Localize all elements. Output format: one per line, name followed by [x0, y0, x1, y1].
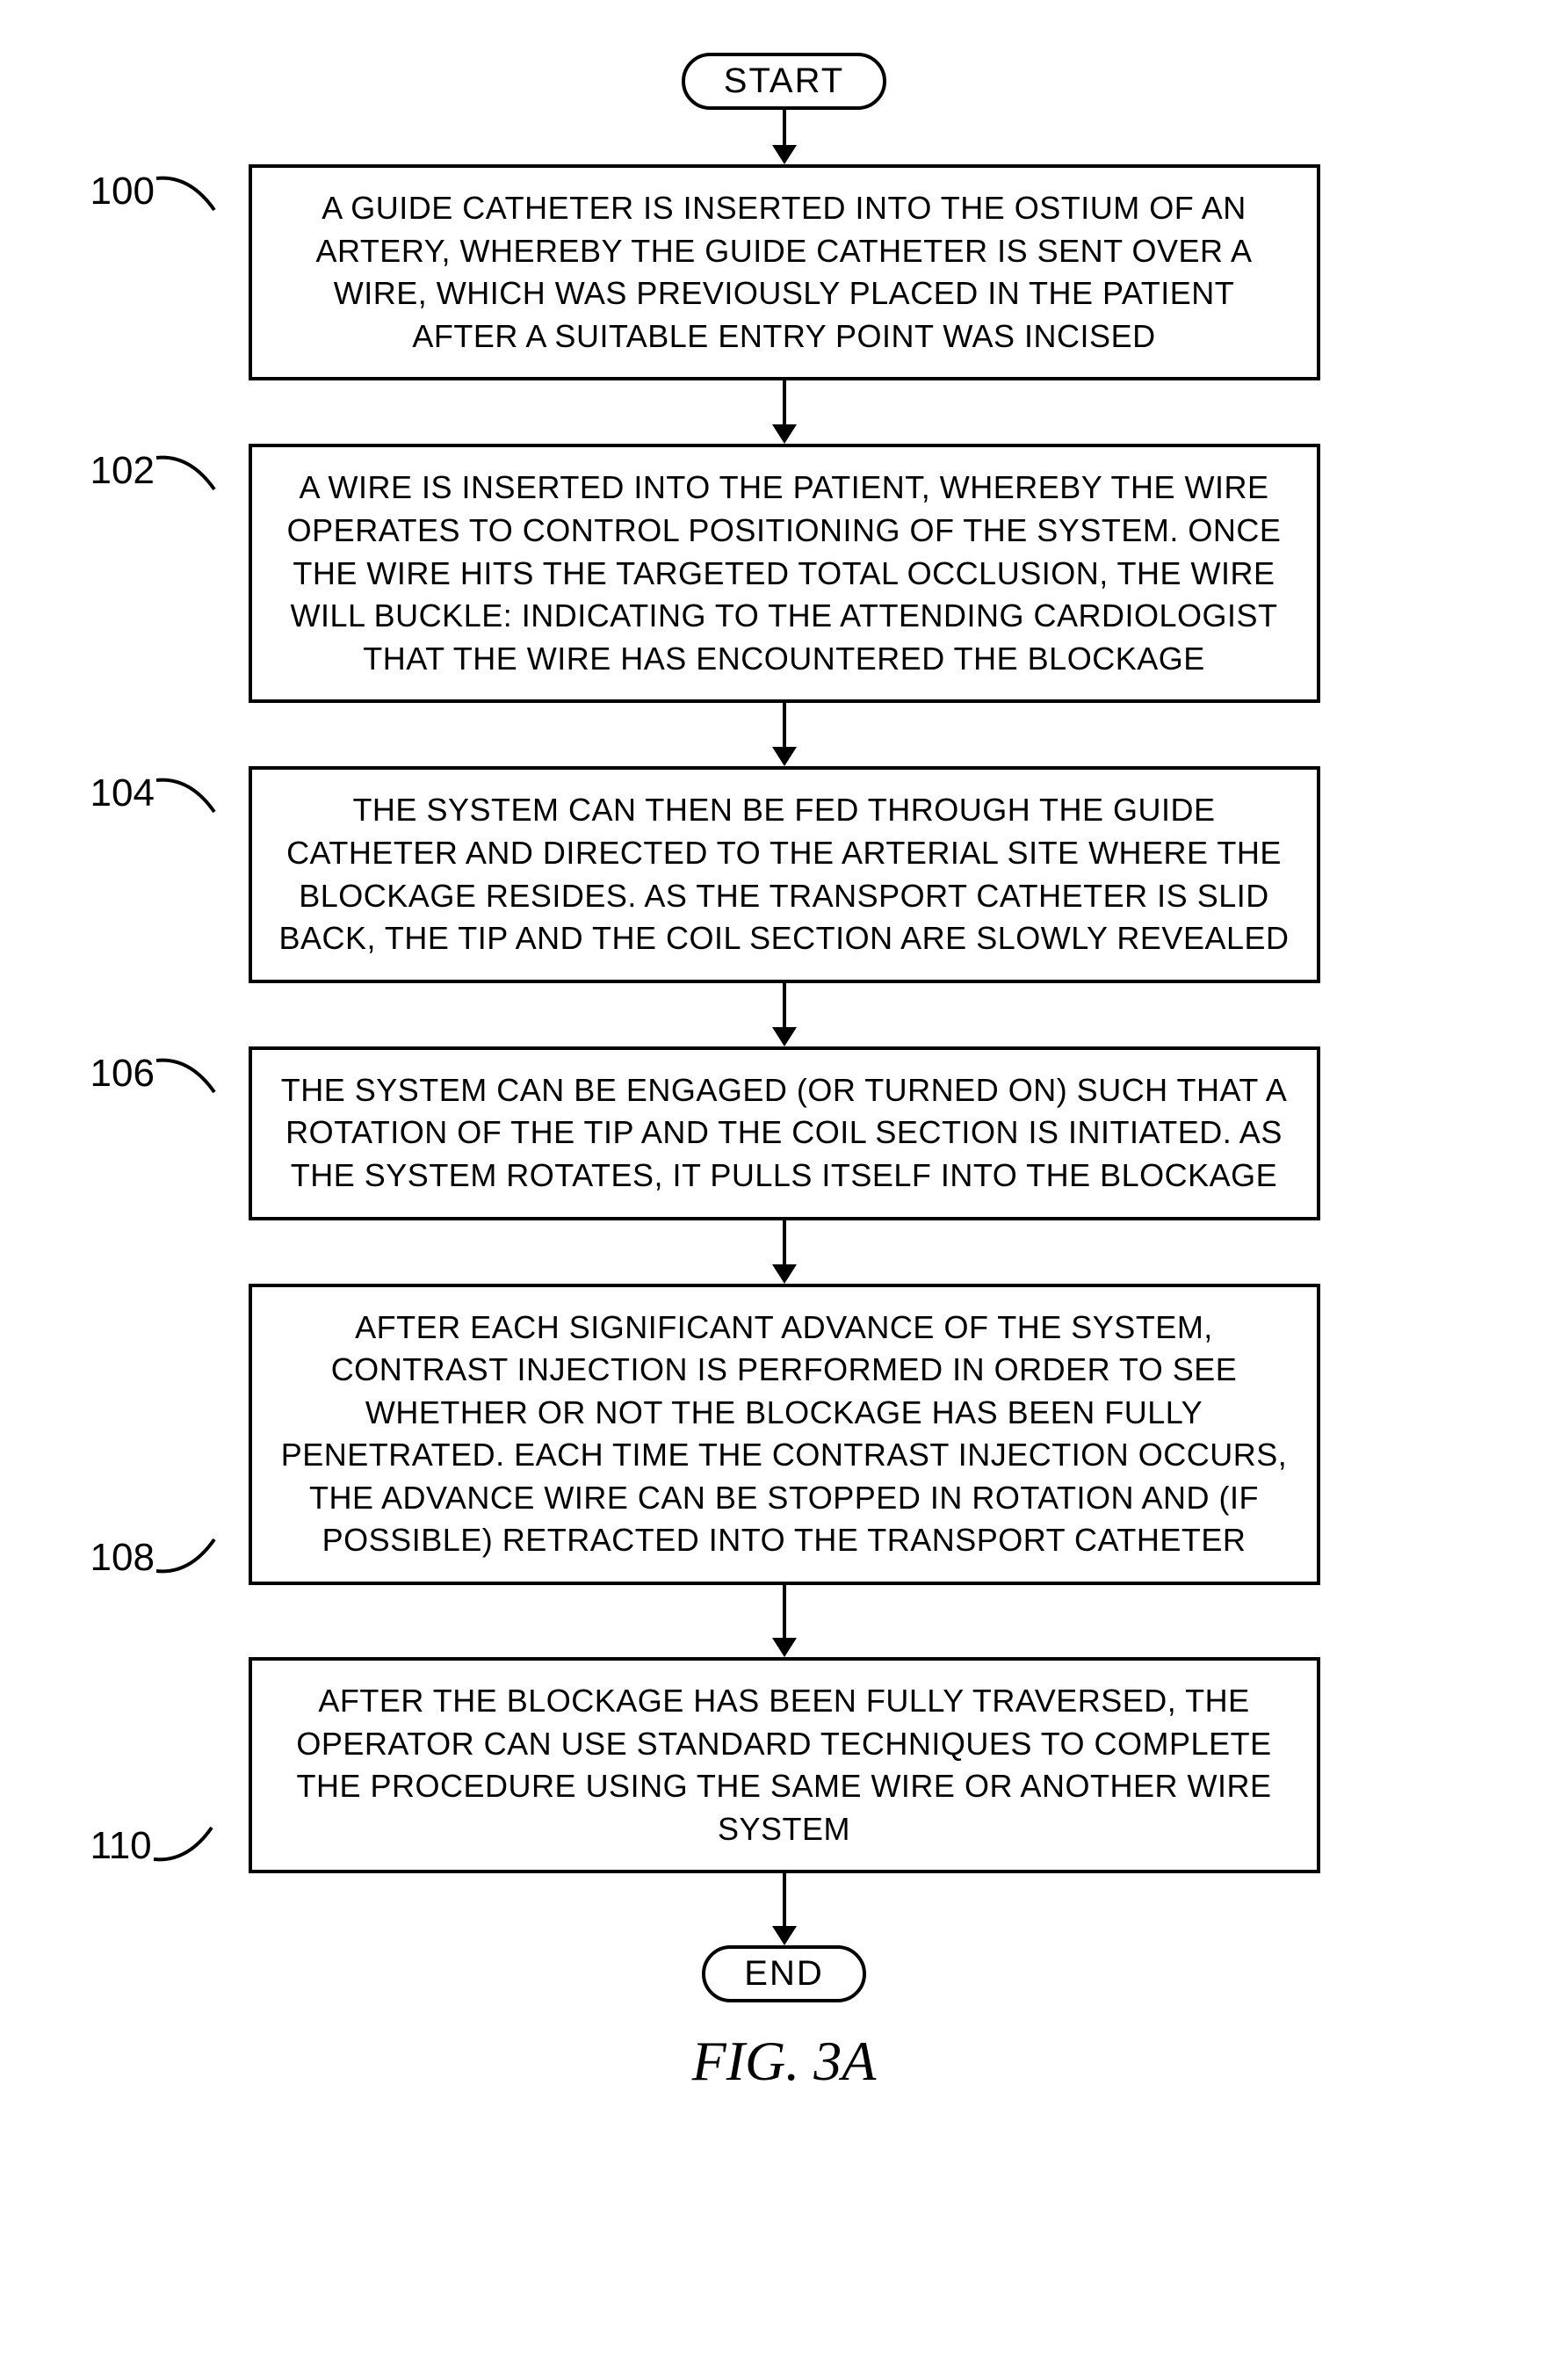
label-hook-icon	[152, 1824, 213, 1868]
step-row: 102 A WIRE IS INSERTED INTO THE PATIENT, …	[38, 444, 1531, 703]
flow-arrow	[772, 1585, 797, 1657]
step-row: 104 THE SYSTEM CAN THEN BE FED THROUGH TH…	[38, 766, 1531, 982]
figure-caption: FIG. 3A	[692, 2029, 877, 2094]
step-box: A WIRE IS INSERTED INTO THE PATIENT, WHE…	[249, 444, 1320, 703]
label-hook-icon	[155, 449, 216, 493]
flow-arrow	[772, 703, 797, 766]
step-row: 106 THE SYSTEM CAN BE ENGAGED (OR TURNED …	[38, 1046, 1531, 1220]
step-number: 106	[90, 1052, 155, 1096]
label-hook-icon	[155, 1052, 216, 1096]
step-number: 102	[90, 449, 155, 493]
step-box: AFTER THE BLOCKAGE HAS BEEN FULLY TRAVER…	[249, 1657, 1320, 1873]
label-hook-icon	[155, 771, 216, 815]
flow-arrow	[772, 110, 797, 164]
step-number: 108	[90, 1536, 155, 1580]
step-label: 106	[90, 1052, 216, 1096]
step-box: AFTER EACH SIGNIFICANT ADVANCE OF THE SY…	[249, 1284, 1320, 1586]
label-hook-icon	[155, 170, 216, 214]
start-terminal: START	[682, 53, 886, 110]
step-label: 108	[90, 1536, 216, 1580]
flow-arrow	[772, 1220, 797, 1284]
step-label: 102	[90, 449, 216, 493]
step-row: 100 A GUIDE CATHETER IS INSERTED INTO THE…	[38, 164, 1531, 380]
end-terminal: END	[702, 1945, 865, 2002]
step-label: 104	[90, 771, 216, 815]
step-box: THE SYSTEM CAN BE ENGAGED (OR TURNED ON)…	[249, 1046, 1320, 1220]
flow-arrow	[772, 380, 797, 444]
step-number: 100	[90, 170, 155, 214]
step-box: THE SYSTEM CAN THEN BE FED THROUGH THE G…	[249, 766, 1320, 982]
label-hook-icon	[155, 1536, 216, 1580]
step-label: 110	[90, 1824, 213, 1868]
flow-arrow	[772, 983, 797, 1046]
flow-arrow	[772, 1873, 797, 1945]
flowchart-canvas: START 100 A GUIDE CATHETER IS INSERTED INT…	[38, 53, 1531, 2094]
step-box: A GUIDE CATHETER IS INSERTED INTO THE OS…	[249, 164, 1320, 380]
step-row: 108 AFTER EACH SIGNIFICANT ADVANCE OF THE…	[38, 1284, 1531, 1586]
step-number: 110	[90, 1824, 152, 1868]
step-label: 100	[90, 170, 216, 214]
step-number: 104	[90, 771, 155, 815]
step-row: 110 AFTER THE BLOCKAGE HAS BEEN FULLY TRA…	[38, 1657, 1531, 1873]
